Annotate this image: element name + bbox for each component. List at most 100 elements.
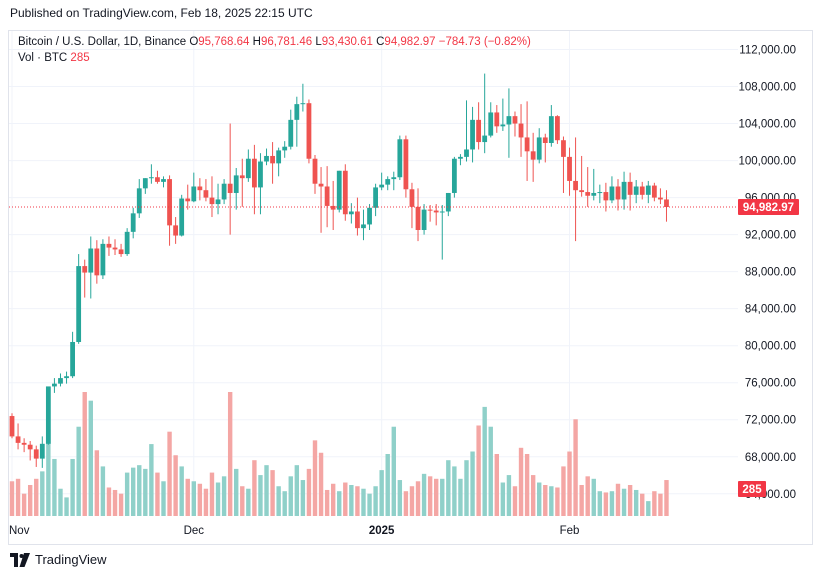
candle-body (548, 116, 554, 143)
price-badge-text: 94,982.97 (743, 202, 794, 214)
volume-bar (409, 486, 415, 516)
chart-grid (9, 31, 738, 516)
volume-bar (367, 493, 372, 516)
candle-body (70, 341, 75, 377)
candle-body (52, 383, 57, 387)
volume-bar (124, 472, 130, 516)
candle-body (409, 189, 415, 207)
candle-body (124, 231, 130, 255)
volume-bar (446, 460, 451, 516)
volume-bar (434, 478, 439, 516)
candle-body (294, 104, 300, 120)
volume-bar (173, 455, 178, 516)
candle-body (415, 206, 421, 230)
volume-bar (185, 478, 190, 516)
volume-bar (579, 485, 584, 516)
candle-body (233, 175, 239, 193)
volume-bar (191, 481, 196, 516)
candle-body (64, 376, 69, 379)
volume-bar (652, 491, 657, 516)
candle-body (21, 442, 27, 445)
volume-bar (58, 488, 63, 516)
candle-body (118, 249, 124, 255)
candle-body (597, 192, 603, 194)
volume-bar (591, 478, 596, 516)
candle-body (585, 192, 591, 196)
volume-bar (197, 483, 203, 516)
volume-bar (349, 485, 354, 516)
candle-body (555, 116, 560, 141)
volume-bar (452, 466, 457, 516)
price-tick-label: 92,000.00 (745, 230, 796, 242)
volume-bar (567, 451, 572, 516)
price-axis: 112,000.00 108,000.00 104,000.00 100,000.00… (738, 45, 796, 501)
candle-body (342, 170, 348, 215)
candle-body (451, 158, 457, 193)
candle-body (385, 179, 391, 185)
volume-bar (221, 476, 227, 516)
volume-bar (276, 486, 281, 516)
volume-bar (555, 487, 560, 516)
volume-bar (64, 497, 69, 516)
candle-body (664, 199, 669, 208)
tradingview-logo-icon (10, 552, 30, 567)
candle-body (282, 146, 288, 151)
volume-bar (227, 392, 233, 516)
volume-bar (646, 501, 651, 516)
candle-body (458, 156, 463, 159)
symbol-name: Bitcoin / U.S. Dollar, 1D, Binance (18, 36, 187, 48)
candle-body (427, 209, 433, 211)
candle-body (609, 186, 615, 201)
candle-body (433, 210, 439, 213)
volume-bar (573, 419, 578, 516)
volume-bar (488, 426, 493, 516)
volume-bar (88, 400, 93, 516)
candle-body (312, 158, 318, 184)
candle-body (167, 179, 172, 226)
volume-bar (246, 488, 251, 516)
volume-bar (482, 406, 487, 516)
volume-bar (597, 491, 603, 516)
candle-body (252, 158, 257, 188)
candle-body (245, 158, 251, 179)
volume-bar (300, 480, 306, 516)
candle-body (567, 156, 572, 181)
volume-bar (15, 478, 21, 516)
candle-body (391, 177, 397, 180)
candle-body (209, 197, 215, 205)
candle-body (530, 151, 536, 160)
volume-bar (343, 482, 348, 516)
volume-bar (112, 489, 118, 516)
candle-body (239, 175, 245, 179)
volume-bar (215, 482, 221, 516)
volume-bar (512, 486, 518, 516)
candle-body (82, 266, 88, 273)
candle-body (76, 266, 82, 342)
volume-bar (500, 482, 506, 516)
volume-bar (70, 458, 75, 516)
volume-bar (397, 480, 403, 516)
volume-bar (464, 460, 469, 516)
volume-bar (355, 486, 360, 516)
volume-bar (664, 480, 669, 516)
open-value: 95,768.64 (198, 36, 250, 48)
volume-bar (543, 485, 548, 516)
candlesticks (9, 73, 669, 468)
candle-body (336, 170, 342, 210)
volume-bar (561, 466, 566, 516)
volume-bar (106, 487, 112, 516)
candle-body (621, 181, 627, 200)
volume-bar (640, 493, 645, 516)
candle-body (155, 177, 160, 182)
candle-body (179, 198, 185, 236)
volume-bar (458, 478, 463, 516)
price-change: −784.73 (−0.82%) (438, 36, 531, 48)
candle-body (221, 183, 227, 200)
price-tick-label: 68,000.00 (745, 452, 796, 464)
volume-bar (118, 493, 124, 516)
candle-body (142, 178, 148, 189)
candle-body (33, 449, 39, 459)
candle-body (536, 137, 542, 160)
close-label: C (376, 36, 385, 48)
